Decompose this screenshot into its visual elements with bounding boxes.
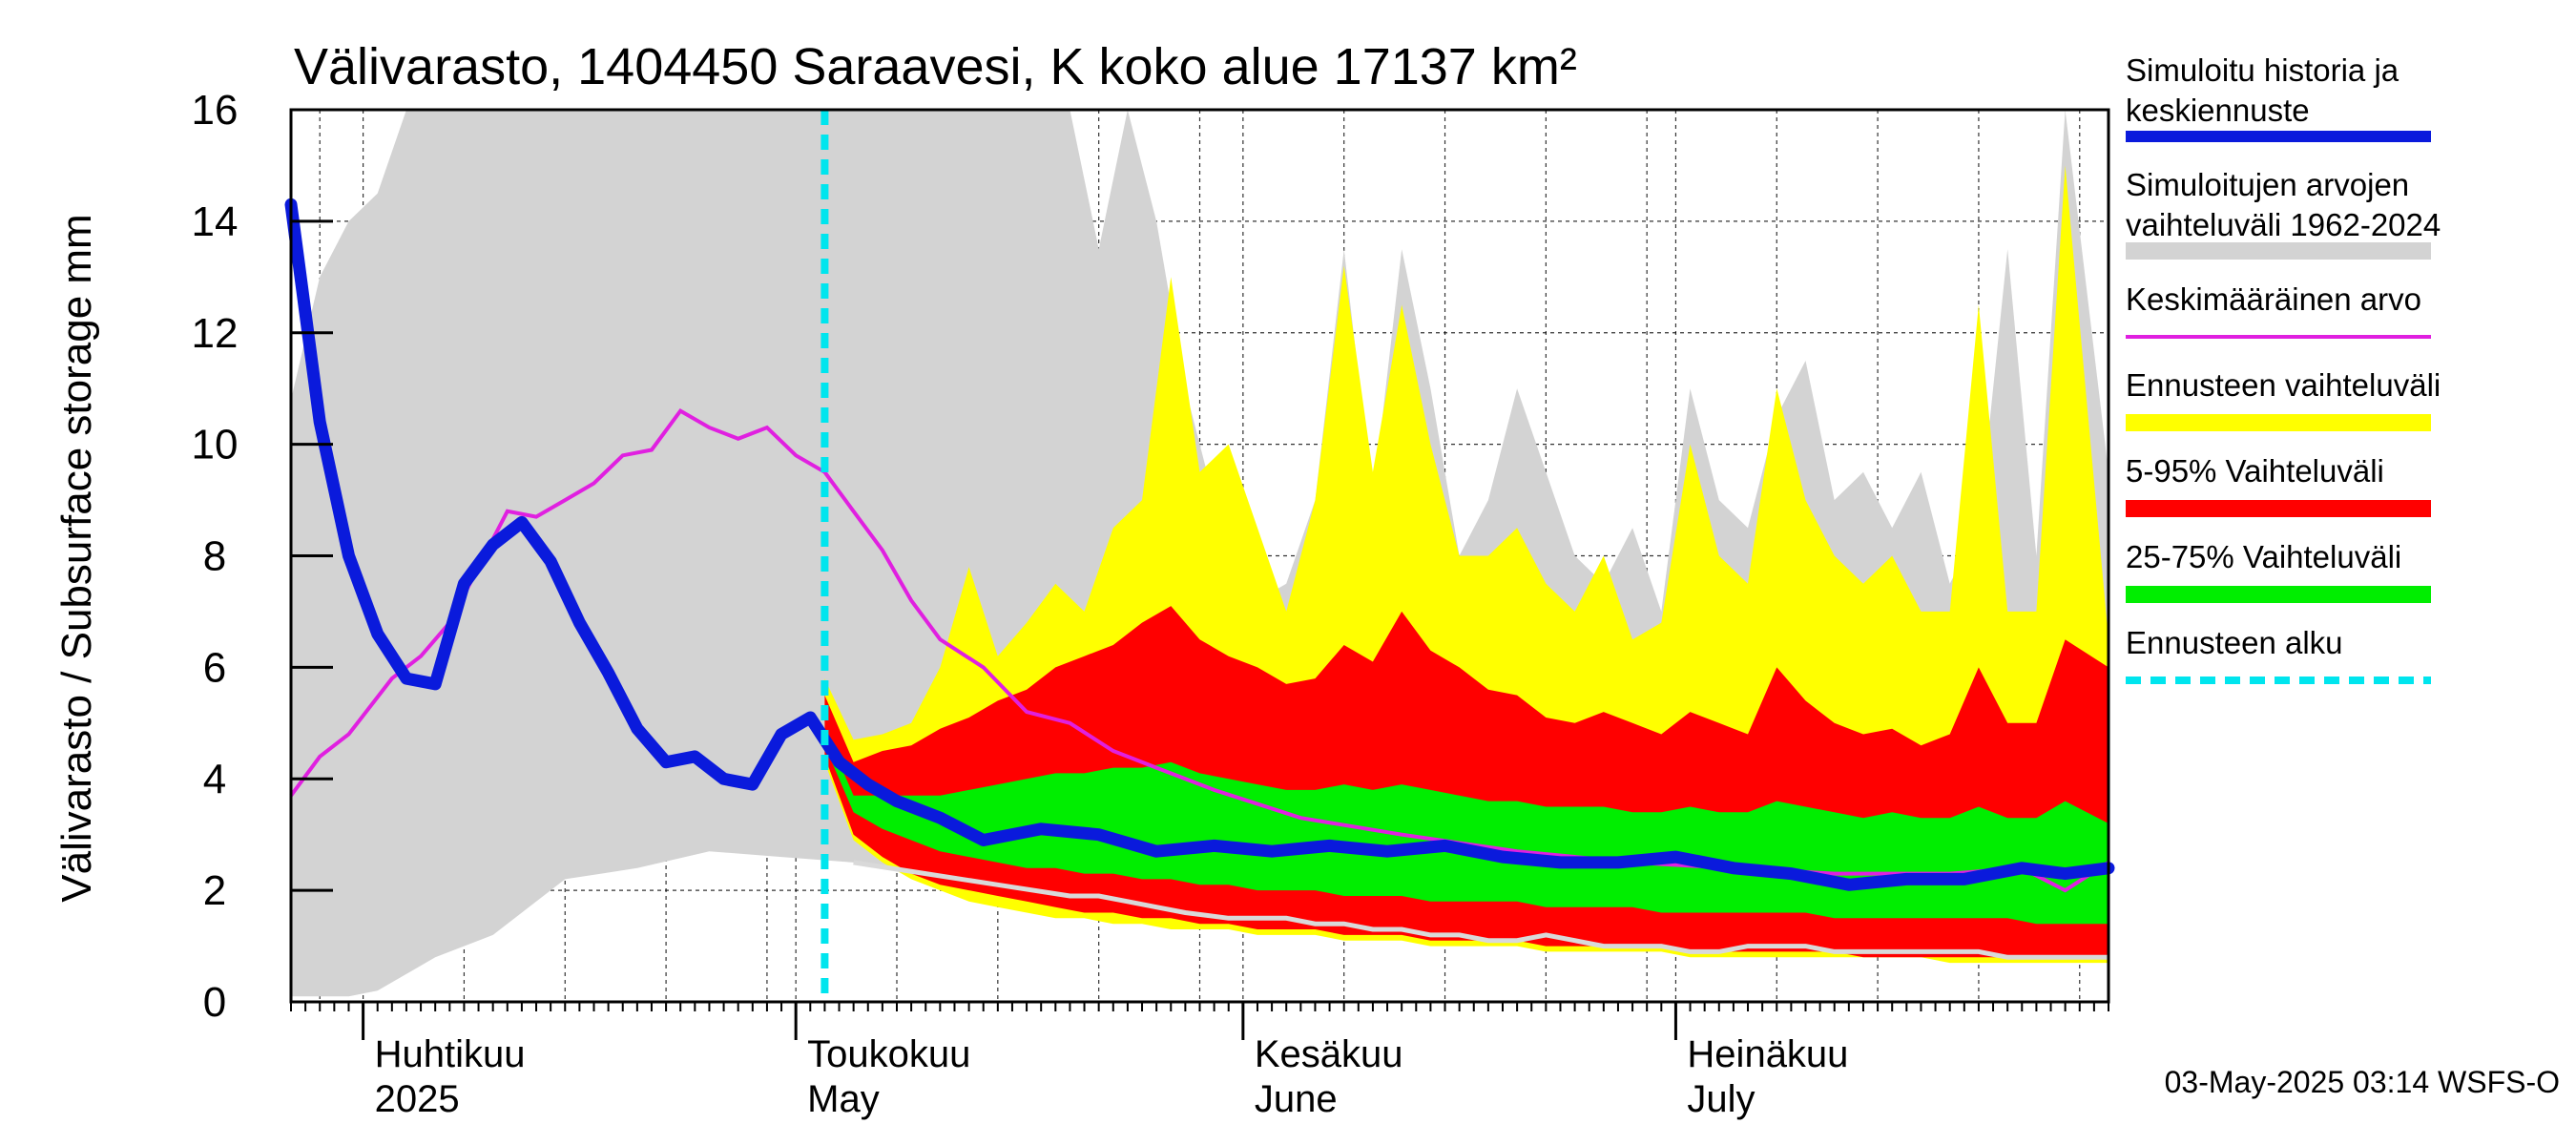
x-month-label-fi: Huhtikuu [375, 1033, 526, 1075]
legend-item-hist_range: Simuloitujen arvojen vaihteluväli 1962-20… [2126, 167, 2441, 260]
x-month-label-en: May [807, 1078, 880, 1120]
legend-label: 25-75% Vaihteluväli [2126, 539, 2401, 574]
legend-label: keskiennuste [2126, 93, 2310, 128]
chart-title: Välivarasto, 1404450 Saraavesi, K koko a… [294, 38, 1577, 95]
y-tick-label: 0 [203, 979, 226, 1026]
legend-label: Simuloitu historia ja [2126, 52, 2399, 88]
legend-item-mean: Keskimääräinen arvo [2126, 281, 2431, 339]
legend-item-fc_range: Ennusteen vaihteluväli [2126, 367, 2441, 431]
legend-item-fc_start: Ennusteen alku [2126, 625, 2431, 684]
legend-item-p25_75: 25-75% Vaihteluväli [2126, 539, 2431, 603]
x-month-label-fi: Toukokuu [807, 1033, 970, 1075]
legend-label: 5-95% Vaihteluväli [2126, 453, 2384, 489]
legend-label: Ennusteen alku [2126, 625, 2343, 660]
legend-label: vaihteluväli 1962-2024 [2126, 207, 2441, 242]
y-tick-label: 10 [192, 422, 239, 468]
legend: Simuloitu historia jakeskiennusteSimuloi… [2126, 52, 2441, 684]
legend-item-sim: Simuloitu historia ja keskiennuste [2126, 52, 2431, 142]
legend-label: Simuloitujen arvojen [2126, 167, 2409, 202]
legend-label: Ennusteen vaihteluväli [2126, 367, 2441, 403]
x-month-label-fi: Kesäkuu [1255, 1033, 1403, 1075]
x-month-label-en: June [1255, 1078, 1338, 1120]
y-axis-label: Välivarasto / Subsurface storage mm [53, 214, 100, 902]
y-tick-label: 4 [203, 756, 226, 802]
x-month-label-fi: Heinäkuu [1687, 1033, 1848, 1075]
y-tick-label: 14 [192, 198, 239, 245]
series-layer [284, 110, 2115, 1002]
y-tick-label: 8 [203, 533, 226, 580]
y-tick-label: 16 [192, 87, 239, 134]
x-month-label-en: July [1687, 1078, 1755, 1120]
legend-label: Keskimääräinen arvo [2126, 281, 2421, 317]
y-tick-label: 12 [192, 310, 239, 357]
footer-timestamp: 03-May-2025 03:14 WSFS-O [2165, 1065, 2560, 1099]
series-sim-line [284, 198, 2115, 891]
legend-item-p5_95: 5-95% Vaihteluväli [2126, 453, 2431, 517]
y-tick-label: 6 [203, 644, 226, 691]
series-hist-range-lower-edge [853, 860, 2109, 960]
x-month-label-en: 2025 [375, 1078, 460, 1120]
y-tick-label: 2 [203, 867, 226, 914]
